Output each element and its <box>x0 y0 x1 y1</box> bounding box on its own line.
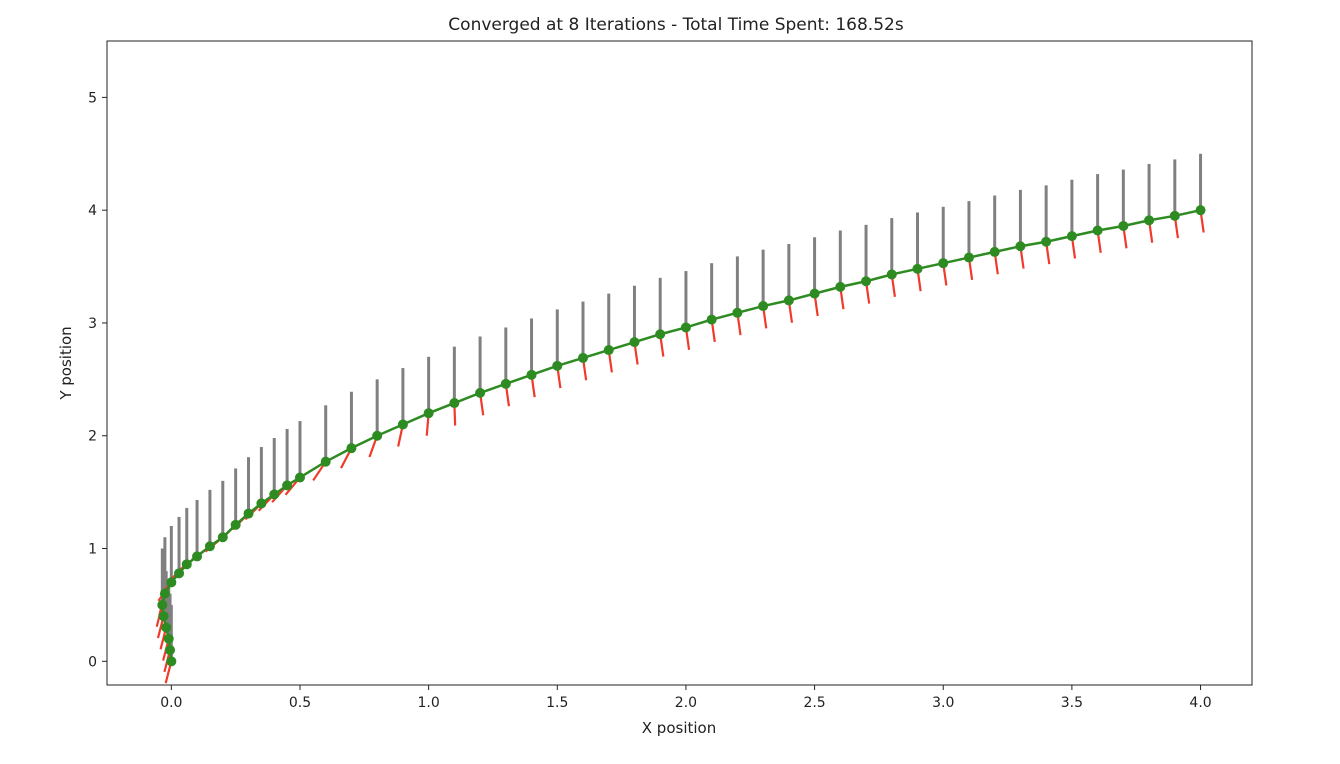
y-tick-label: 3 <box>88 316 97 332</box>
trajectory-point <box>758 301 769 312</box>
x-tick-label: 1.5 <box>546 695 568 711</box>
trajectory-point <box>912 263 923 274</box>
trajectory-point <box>320 456 331 467</box>
trajectory-point <box>809 288 820 299</box>
trajectory-point <box>166 577 177 588</box>
trajectory-point <box>1066 231 1077 242</box>
trajectory-point <box>269 489 280 500</box>
x-tick-label: 2.5 <box>803 695 825 711</box>
trajectory-point <box>783 295 794 306</box>
trajectory-point <box>397 419 408 430</box>
trajectory-point <box>346 443 357 454</box>
x-tick-label: 4.0 <box>1189 695 1211 711</box>
trajectory-point <box>204 541 215 552</box>
trajectory-point <box>1169 210 1180 221</box>
trajectory-point <box>680 322 691 333</box>
x-tick-label: 3.0 <box>932 695 954 711</box>
y-axis-ticks: 0 1 2 3 4 5 <box>88 90 107 670</box>
trajectory-point <box>1092 225 1103 236</box>
trajectory-line <box>161 208 1201 662</box>
control-lines <box>155 210 1205 684</box>
y-tick-label: 1 <box>88 542 97 558</box>
y-axis-label: Y position <box>57 326 75 400</box>
plot-frame <box>106 40 1253 686</box>
trajectory-point <box>938 258 949 269</box>
trajectory-point <box>192 551 203 562</box>
trajectory-point <box>159 588 170 599</box>
trajectory-point <box>861 276 872 287</box>
trajectory-point <box>963 252 974 263</box>
x-tick-label: 0.5 <box>289 695 311 711</box>
trajectory-point <box>157 599 168 610</box>
trajectory-point <box>217 532 228 543</box>
y-tick-label: 5 <box>88 90 97 106</box>
trajectory-point <box>166 656 177 667</box>
trajectory-point <box>475 387 486 398</box>
trajectory-point <box>372 430 383 441</box>
trajectory-point <box>1041 236 1052 247</box>
trajectory-point <box>282 480 293 491</box>
trajectory-point <box>629 337 640 348</box>
trajectory-point <box>165 645 176 656</box>
trajectory-point <box>256 498 267 509</box>
x-tick-label: 0.0 <box>160 695 182 711</box>
trajectory-point <box>526 369 537 380</box>
trajectory-point <box>732 307 743 318</box>
trajectory-point <box>655 329 666 340</box>
trajectory-point <box>578 352 589 363</box>
y-tick-label: 4 <box>88 203 97 219</box>
trajectory-point <box>161 622 172 633</box>
trajectory-point <box>989 246 1000 257</box>
trajectory <box>157 205 1206 667</box>
x-axis-label: X position <box>642 719 716 737</box>
x-tick-label: 3.5 <box>1061 695 1083 711</box>
trajectory-point <box>500 378 511 389</box>
trajectory-point <box>158 611 169 622</box>
chart-title: Converged at 8 Iterations - Total Time S… <box>448 15 904 35</box>
trajectory-point <box>230 519 241 530</box>
trajectory-point <box>243 508 254 519</box>
trajectory-point <box>449 398 460 409</box>
trajectory-point <box>1118 220 1129 231</box>
trajectory-point <box>552 360 563 371</box>
y-tick-label: 0 <box>88 654 97 670</box>
trajectory-point <box>294 472 305 483</box>
x-tick-label: 1.0 <box>417 695 439 711</box>
y-tick-label: 2 <box>88 429 97 445</box>
heading-lines <box>160 153 1203 662</box>
x-tick-label: 2.0 <box>675 695 697 711</box>
trajectory-point <box>174 568 185 579</box>
trajectory-point <box>886 269 897 280</box>
trajectory-point <box>706 314 717 325</box>
trajectory-point <box>181 559 192 570</box>
trajectory-point <box>1015 241 1026 252</box>
trajectory-point <box>1144 215 1155 226</box>
x-axis-ticks: 0.0 0.5 1.0 1.5 2.0 2.5 3.0 3.5 4.0 <box>160 685 1212 711</box>
trajectory-point <box>423 408 434 419</box>
trajectory-point <box>835 281 846 292</box>
trajectory-point <box>603 345 614 356</box>
trajectory-point <box>163 633 174 644</box>
trajectory-point <box>1195 205 1206 216</box>
